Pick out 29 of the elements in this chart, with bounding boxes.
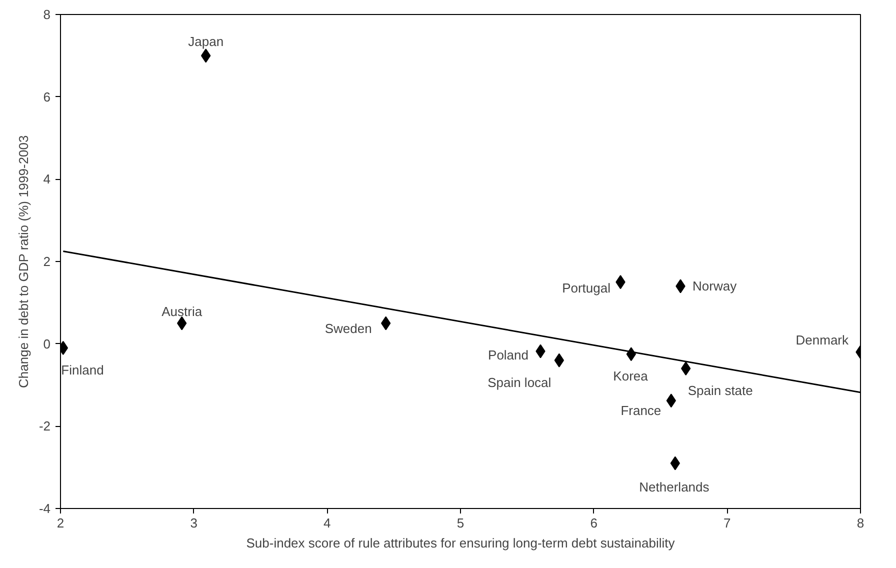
x-tick-label: 4 xyxy=(324,516,331,530)
x-tick-label: 5 xyxy=(456,516,464,530)
annotation: Japan xyxy=(188,34,224,50)
y-axis-title: Change in debt to GDP ratio (%) 1999-2003 xyxy=(16,135,31,388)
x-tick-label: 3 xyxy=(190,516,198,530)
annotation: Netherlands xyxy=(639,480,710,495)
annotation: Denmark xyxy=(796,332,849,348)
annotation: Poland xyxy=(488,348,529,363)
annotation: Finland xyxy=(61,362,104,378)
x-tick-label: 2 xyxy=(56,516,64,530)
annotation: Sweden xyxy=(324,320,372,336)
annotation: Spain local xyxy=(488,374,552,390)
annotation: Portugal xyxy=(562,280,611,296)
y-tick-label: 4 xyxy=(43,172,51,187)
y-tick-label: -4 xyxy=(38,501,51,516)
annotation: Austria xyxy=(162,304,203,319)
annotation: Korea xyxy=(613,368,649,384)
annotation: France xyxy=(620,403,662,418)
x-tick-label: 6 xyxy=(590,516,598,530)
y-tick-label: 0 xyxy=(43,336,51,352)
annotation: Norway xyxy=(692,278,738,294)
y-tick-label: 2 xyxy=(43,254,51,269)
annotation: Spain state xyxy=(688,383,753,398)
y-tick-label: 8 xyxy=(43,7,51,22)
x-axis-title: Sub-index score of rule attributes for ensuring long-term debt sustainability xyxy=(246,536,676,550)
y-tick-label: -2 xyxy=(38,418,51,434)
y-tick-label: 6 xyxy=(43,89,51,104)
x-tick-label: 8 xyxy=(856,516,864,530)
x-tick-label: 7 xyxy=(724,516,731,530)
